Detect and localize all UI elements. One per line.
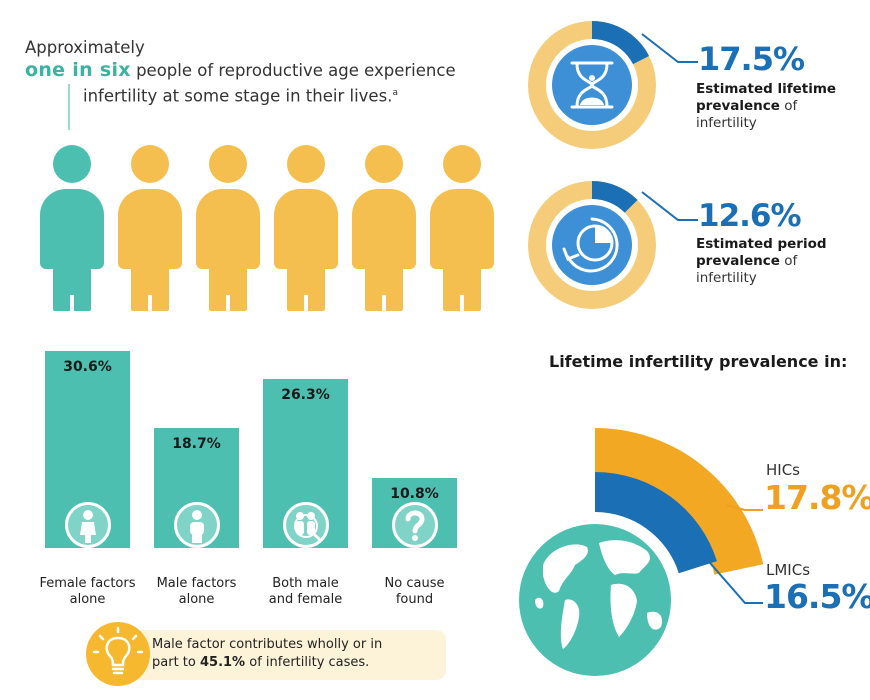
- lifetime-callout-line: [641, 33, 698, 63]
- hic-callout-line: [726, 504, 763, 511]
- lifetime-caption: Estimated lifetime prevalence of inferti…: [696, 81, 837, 131]
- lifetime-ring: [528, 21, 656, 149]
- globe-icon: [513, 518, 677, 682]
- intro-text: Approximately one in six people of repro…: [25, 36, 495, 108]
- bar-value-label: 26.3%: [281, 387, 330, 403]
- lifetime-value: 17.5%: [698, 40, 805, 78]
- male-icon: [173, 502, 220, 548]
- bar-value-label: 10.8%: [390, 486, 439, 502]
- bar-category-label: Female factors alone: [39, 576, 136, 607]
- bar-value-label: 18.7%: [172, 436, 221, 452]
- person-icon-highlighted: [40, 145, 104, 311]
- question-icon: [391, 502, 438, 548]
- lmic-callout-line: [689, 539, 763, 604]
- tip-text: Male factor contributes wholly or in par…: [152, 637, 383, 670]
- period-caption: Estimated period prevalence of infertili…: [696, 236, 827, 286]
- lightbulb-icon: [86, 622, 150, 686]
- hic-value: 17.8%: [764, 478, 870, 517]
- person-icon: [118, 145, 182, 311]
- bar-value-label: 30.6%: [63, 359, 112, 375]
- hic-label: HICs: [766, 461, 800, 479]
- person-icon: [352, 145, 416, 311]
- bar-category-label: Male factors alone: [156, 576, 237, 607]
- bar-category-label: Both male and female: [268, 576, 343, 607]
- hourglass-icon: [570, 61, 614, 109]
- person-icon: [430, 145, 494, 311]
- hic-arc: [595, 428, 764, 575]
- regional-title: Lifetime infertility prevalence in:: [549, 352, 848, 371]
- intro-highlight: one in six: [25, 59, 131, 81]
- period-ring: [528, 181, 656, 309]
- tip-box: [110, 630, 446, 680]
- period-callout-line: [641, 191, 698, 221]
- female-icon: [64, 502, 111, 548]
- person-icon: [196, 145, 260, 311]
- intro-connector: [68, 84, 70, 130]
- regional-graphic: [513, 428, 764, 682]
- lmic-label: LMICs: [766, 561, 811, 579]
- lmic-value: 16.5%: [764, 577, 870, 616]
- lmic-arc: [595, 472, 717, 574]
- intro-line1: Approximately: [25, 38, 145, 57]
- period-value: 12.6%: [698, 198, 802, 234]
- footnote-mark: a: [392, 88, 398, 98]
- couple-search-icon: [282, 502, 329, 548]
- intro-line3: infertility at some stage in their lives…: [83, 86, 393, 106]
- bar-category-label: No cause found: [384, 576, 445, 607]
- person-icon: [274, 145, 338, 311]
- intro-line2: people of reproductive age experience: [136, 61, 456, 80]
